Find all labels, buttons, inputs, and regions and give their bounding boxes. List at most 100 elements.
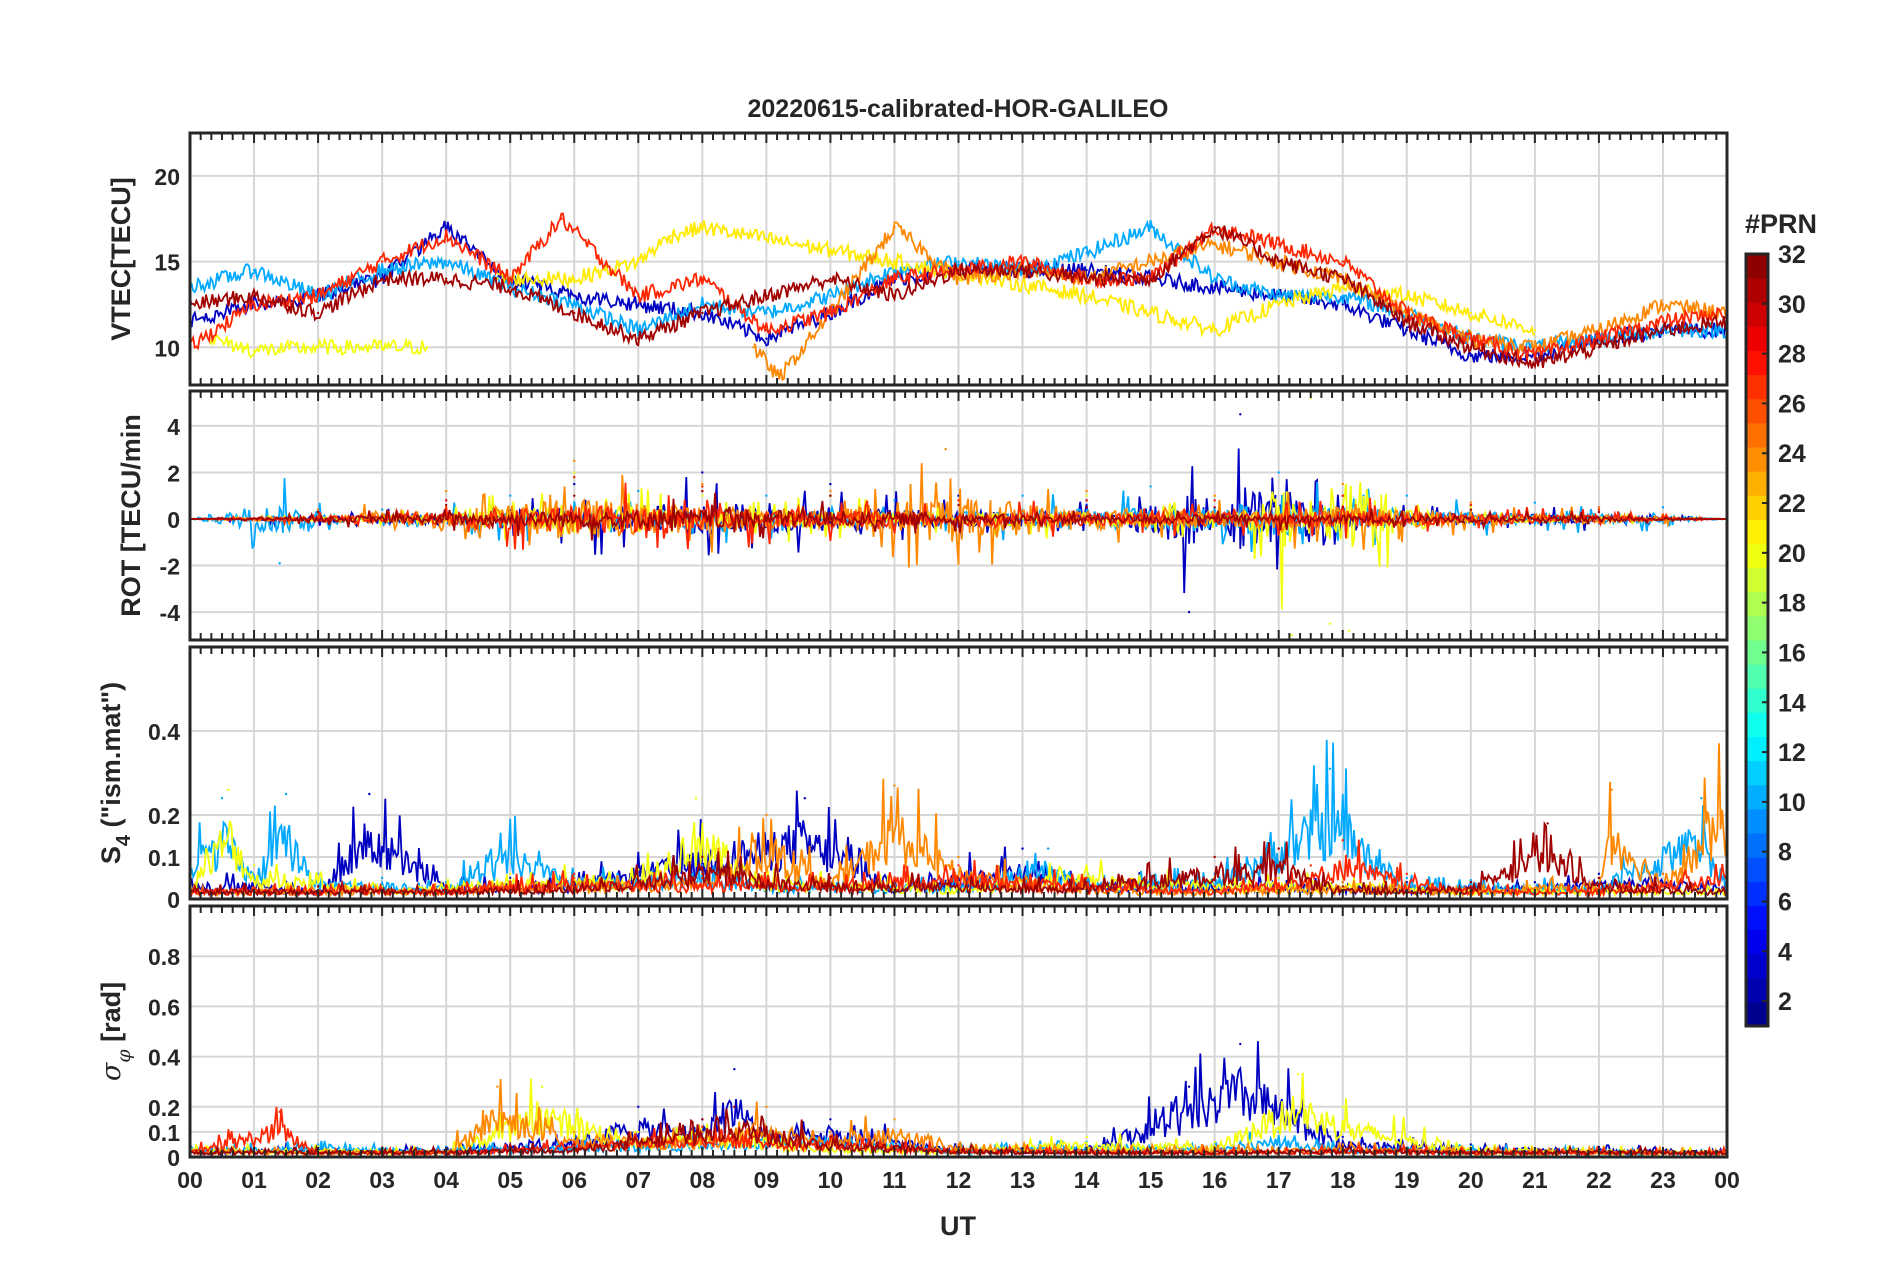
data-point [1085, 881, 1088, 884]
data-point [573, 1143, 576, 1146]
data-point [1085, 494, 1088, 497]
data-point [1405, 294, 1408, 298]
data-point [1239, 1042, 1242, 1046]
data-point [1405, 872, 1408, 875]
data-point [765, 328, 768, 332]
data-point [1277, 876, 1280, 880]
data-point [368, 792, 371, 796]
colorbar-segment [1746, 688, 1768, 713]
colorbar-segment [1746, 326, 1768, 351]
data-point [444, 260, 448, 263]
data-point [829, 294, 832, 298]
data-point [1213, 328, 1216, 332]
data-point [637, 260, 640, 263]
data-point [957, 277, 960, 280]
data-point [1341, 303, 1344, 306]
data-point [829, 494, 832, 497]
data-point [1341, 1105, 1344, 1109]
data-point [1597, 337, 1601, 340]
data-point [1341, 482, 1344, 486]
x-tick-label: 05 [497, 1167, 523, 1193]
data-point [765, 1105, 768, 1109]
x-tick-label: 04 [433, 1167, 459, 1193]
x-tick-label: 13 [1010, 1167, 1036, 1193]
data-point [944, 447, 947, 451]
data-point [316, 508, 320, 511]
data-point [957, 503, 960, 507]
data-point [1277, 847, 1280, 850]
vtec-panel: 10 15 20 VTEC[TECU] [106, 131, 1729, 387]
colorbar-segment [1746, 953, 1768, 979]
data-point [1597, 328, 1601, 332]
data-point [1469, 508, 1473, 511]
data-point [1341, 1135, 1344, 1139]
data-point [1347, 629, 1351, 632]
sigma-phi-panel: 00.10.2 0.4 0.6 0.8 σφ [rad] [96, 904, 1729, 1171]
data-point [1149, 226, 1152, 229]
data-point [573, 1130, 576, 1134]
rot-y-axis-label: ROT [TECU/min [116, 414, 146, 617]
x-axis: 00 01 02 03 04 05 06 07 08 09 10 11 12 13 14 15 16 17 18 19… [177, 1167, 1740, 1193]
data-point [701, 1118, 704, 1121]
data-point [252, 303, 256, 306]
x-tick-label: 10 [818, 1167, 844, 1193]
vtec-traces [190, 212, 1727, 382]
colorbar-segment [1746, 591, 1768, 617]
data-point [1405, 876, 1408, 880]
data-point [1213, 226, 1216, 229]
rot-y-tick-label: 4 [167, 414, 180, 440]
data-point [733, 1067, 736, 1071]
data-point [701, 471, 704, 474]
data-point [829, 1118, 832, 1121]
colorbar-segment [1746, 857, 1768, 882]
data-point [316, 346, 320, 349]
colorbar-segment [1746, 519, 1768, 544]
colorbar-segment [1746, 278, 1768, 303]
data-point [278, 562, 281, 565]
data-point [893, 226, 896, 229]
data-point [1085, 294, 1088, 298]
rot-y-tick-label: -4 [160, 600, 181, 626]
x-tick-label: 23 [1650, 1167, 1676, 1193]
data-point [1533, 328, 1537, 332]
vtec-y-tick-label: 15 [154, 250, 180, 276]
data-point [1213, 1140, 1216, 1144]
x-tick-label: 20 [1458, 1167, 1484, 1193]
data-point [541, 1085, 544, 1088]
data-point [701, 855, 704, 859]
data-point [425, 346, 429, 349]
data-point [1469, 346, 1473, 349]
colorbar-label: #PRN [1745, 209, 1817, 239]
colorbar-segment [1746, 881, 1768, 906]
data-point [1405, 311, 1408, 315]
s4-y-tick-label: 0 [167, 887, 180, 913]
colorbar-segment [1746, 929, 1768, 955]
data-point [1597, 506, 1601, 509]
data-point [1597, 872, 1601, 875]
data-point [509, 286, 512, 289]
x-tick-label: 08 [690, 1167, 716, 1193]
x-tick-label: 09 [754, 1167, 780, 1193]
data-point [957, 1143, 960, 1146]
data-point [957, 260, 960, 263]
data-point [701, 226, 704, 229]
x-tick-label: 14 [1074, 1167, 1100, 1193]
data-point [1213, 506, 1216, 509]
data-point [701, 494, 704, 497]
data-point [1661, 506, 1665, 509]
x-tick-label: 22 [1586, 1167, 1612, 1193]
colorbar-segment [1746, 254, 1768, 279]
data-point [637, 1130, 640, 1134]
data-point [444, 277, 448, 280]
data-point [893, 268, 896, 272]
data-point [1213, 277, 1216, 280]
vtec-y-tick-label: 20 [154, 164, 180, 190]
data-point [1341, 294, 1344, 298]
data-point [444, 234, 448, 238]
colorbar-segment [1746, 398, 1768, 424]
colorbar-tick-label: 22 [1778, 490, 1806, 518]
data-point [1469, 1143, 1473, 1146]
data-point [957, 864, 960, 867]
colorbar-segment [1746, 543, 1768, 569]
data-point [829, 311, 832, 315]
